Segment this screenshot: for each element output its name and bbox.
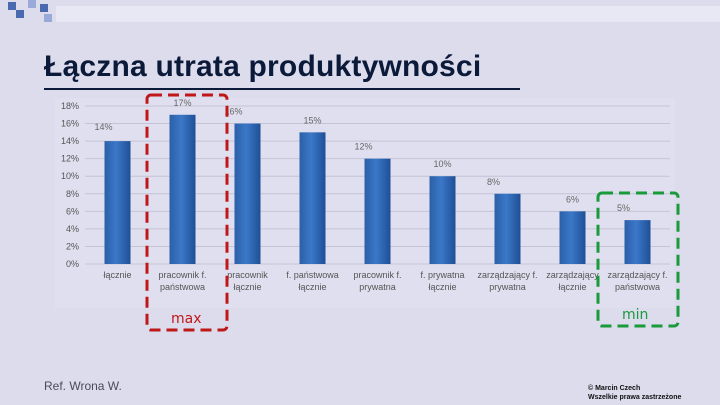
bar — [169, 114, 196, 265]
data-label: 10% — [433, 159, 451, 169]
y-tick-label: 0% — [66, 259, 79, 269]
bar — [104, 141, 131, 264]
data-label: 5% — [617, 203, 630, 213]
x-tick-label-line2: prywatna — [359, 282, 396, 292]
x-tick-label: zarządzający — [546, 270, 599, 280]
bar-chart: 0% 2% 4% 6% 8% 10% 12% 14% 16% 18% 14% łącznie 17% pr… — [55, 98, 675, 308]
x-tick-label-line2: łącznie — [558, 282, 586, 292]
data-label: 12% — [354, 142, 372, 152]
y-tick-label: 10% — [61, 171, 79, 181]
min-label: min — [622, 307, 649, 323]
bar — [559, 211, 586, 264]
bar — [624, 220, 651, 264]
header-decoration-squares — [8, 0, 720, 22]
bar — [234, 123, 261, 264]
y-tick-label: 6% — [66, 206, 79, 216]
copyright-line-1: © Marcin Czech — [588, 385, 641, 392]
bar — [364, 158, 391, 264]
x-tick-label-line2: łącznie — [298, 282, 326, 292]
copyright-notice: © Marcin Czech Wszelkie prawa zastrzeżon… — [588, 384, 681, 402]
bar-chart-svg: 0% 2% 4% 6% 8% 10% 12% 14% 16% 18% 14% łącznie 17% pr… — [61, 98, 670, 292]
data-label: 17% — [173, 98, 191, 108]
x-tick-label-line2: łącznie — [428, 282, 456, 292]
data-label: 8% — [487, 177, 500, 187]
y-tick-label: 4% — [66, 224, 79, 234]
data-label: 6% — [566, 194, 579, 204]
bar — [494, 193, 521, 264]
x-tick-label: pracownik f. — [158, 270, 206, 280]
x-tick-label-line2: prywatna — [489, 282, 526, 292]
x-tick-label-line2: państwowa — [615, 282, 660, 292]
data-label: 15% — [303, 115, 321, 125]
reference-text: Ref. Wrona W. — [44, 379, 122, 393]
y-tick-label: 16% — [61, 119, 79, 129]
x-tick-label: zarządzający f. — [477, 270, 537, 280]
x-tick-label: f. prywatna — [420, 270, 464, 280]
title-underline — [44, 88, 520, 90]
x-tick-label: łącznie — [103, 270, 131, 280]
y-tick-label: 2% — [66, 241, 79, 251]
y-tick-label: 8% — [66, 189, 79, 199]
bar — [299, 132, 326, 264]
x-tick-label: pracownik f. — [353, 270, 401, 280]
page-title: Łączna utrata produktywności — [44, 50, 482, 83]
y-tick-label: 14% — [61, 136, 79, 146]
x-tick-label: zarządzający f. — [607, 270, 667, 280]
y-tick-label: 12% — [61, 154, 79, 164]
data-label: 16% — [224, 107, 242, 117]
max-label: max — [171, 311, 202, 327]
x-tick-label: pracownik — [227, 270, 268, 280]
y-tick-label: 18% — [61, 101, 79, 111]
x-tick-label: f. państwowa — [286, 270, 339, 280]
x-tick-label-line2: państwowa — [160, 282, 205, 292]
copyright-line-2: Wszelkie prawa zastrzeżone — [588, 394, 682, 401]
x-tick-label-line2: łącznie — [233, 282, 261, 292]
data-label: 14% — [94, 122, 112, 132]
bar — [429, 176, 456, 264]
